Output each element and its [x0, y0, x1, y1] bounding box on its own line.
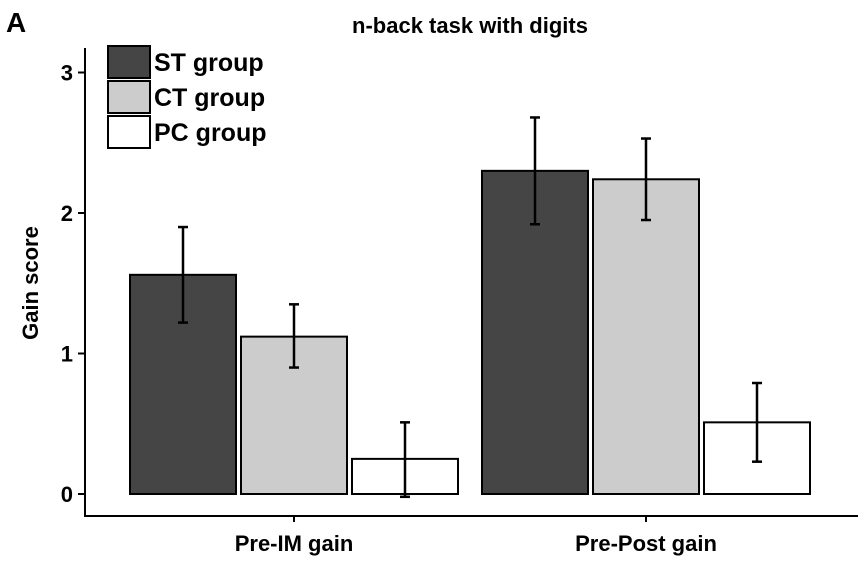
- panel-label: A: [6, 7, 26, 38]
- x-tick-label: Pre-IM gain: [235, 531, 354, 556]
- bar: [592, 178, 700, 495]
- legend: ST group CT group PC group: [107, 45, 267, 149]
- y-tick-label: 3: [61, 61, 73, 86]
- y-tick-label: 0: [61, 482, 73, 507]
- y-tick-label: 1: [61, 342, 73, 367]
- legend-label: PC group: [154, 119, 267, 147]
- legend-label: ST group: [154, 49, 264, 77]
- y-axis-title: Gain score: [18, 226, 43, 340]
- y-tick-label: 2: [61, 201, 73, 226]
- legend-swatch: [107, 45, 151, 79]
- x-tick-label: Pre-Post gain: [575, 531, 717, 556]
- axis-ticks: 0 1 2 3 Pre-IM gain Pre-Post gain: [61, 61, 717, 557]
- legend-label: CT group: [154, 84, 265, 112]
- legend-swatch: [107, 115, 151, 149]
- chart-title: n-back task with digits: [352, 13, 588, 38]
- bars-layer: [129, 116, 811, 499]
- legend-swatch: [107, 80, 151, 114]
